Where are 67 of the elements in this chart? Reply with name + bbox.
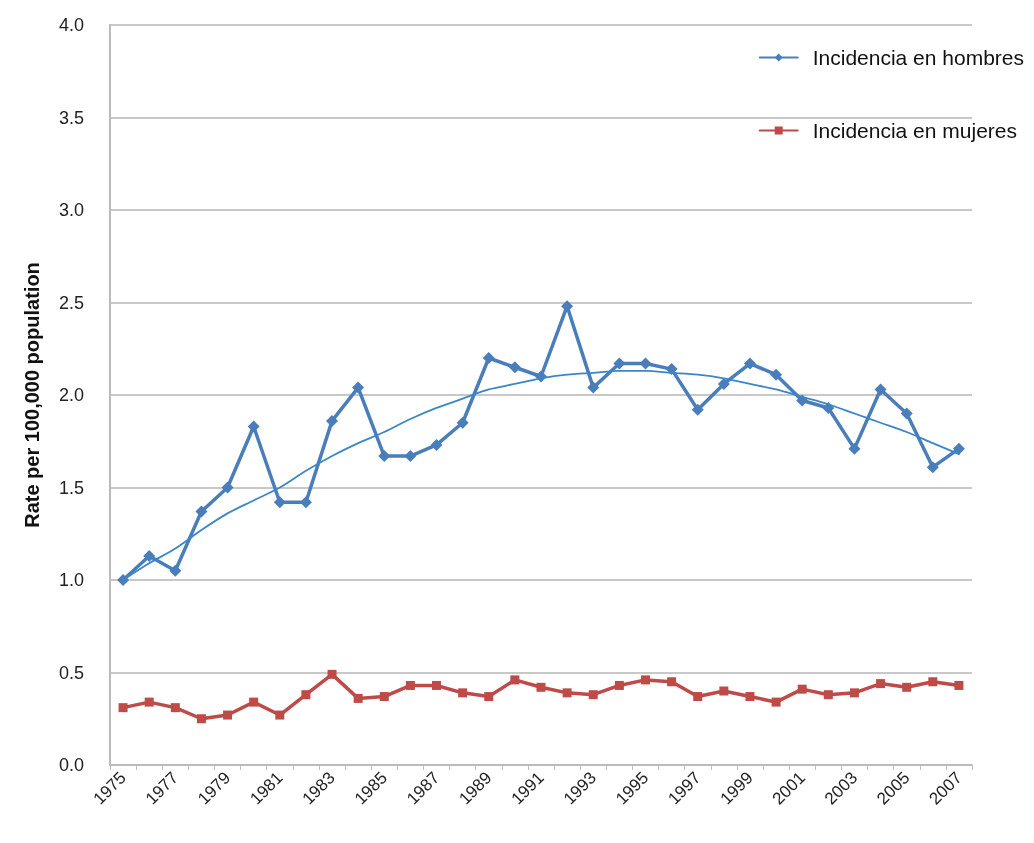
- point: [221, 481, 234, 494]
- point: [144, 697, 154, 707]
- point: [902, 682, 912, 692]
- point: [273, 496, 286, 509]
- point: [484, 692, 494, 702]
- point: [771, 697, 781, 707]
- point: [352, 381, 365, 394]
- point: [196, 714, 206, 724]
- point: [118, 703, 128, 713]
- point: [508, 361, 521, 374]
- point: [954, 680, 964, 690]
- point: [430, 438, 443, 451]
- point: [170, 703, 180, 713]
- legend-label: Incidencia en hombres: [812, 46, 1024, 69]
- point: [874, 383, 887, 396]
- point: [247, 420, 260, 433]
- point: [640, 675, 650, 685]
- point: [456, 416, 469, 429]
- point: [926, 461, 939, 474]
- point: [275, 710, 285, 720]
- point: [693, 692, 703, 702]
- y-tick-label: 1.0: [58, 570, 84, 590]
- point: [353, 693, 363, 703]
- legend-label: Incidencia en mujeres: [812, 119, 1017, 142]
- point: [432, 680, 442, 690]
- y-tick-label: 2.0: [58, 385, 84, 405]
- point: [667, 677, 677, 687]
- point: [797, 684, 807, 694]
- point: [562, 688, 572, 698]
- y-tick-label: 1.5: [58, 477, 84, 498]
- point: [510, 675, 520, 685]
- point: [169, 564, 182, 577]
- y-tick-label: 3.5: [58, 107, 84, 128]
- point: [327, 669, 337, 679]
- point: [823, 690, 833, 700]
- y-tick-label: 0.5: [58, 662, 84, 683]
- point: [404, 450, 417, 463]
- point: [848, 442, 861, 455]
- point: [195, 505, 208, 518]
- point: [249, 697, 259, 707]
- point: [849, 688, 859, 698]
- point: [458, 688, 468, 698]
- y-axis-title: Rate per 100,000 population: [21, 262, 43, 528]
- y-tick-label: 4.0: [58, 15, 84, 35]
- point: [719, 686, 729, 696]
- point: [952, 442, 965, 455]
- point: [614, 680, 624, 690]
- point: [405, 680, 415, 690]
- point: [928, 677, 938, 687]
- point: [691, 403, 704, 416]
- point: [587, 381, 600, 394]
- point: [876, 679, 886, 689]
- point: [326, 414, 339, 427]
- point: [482, 352, 495, 364]
- point: [743, 357, 756, 370]
- y-tick-label: 0.0: [58, 755, 84, 775]
- point: [900, 407, 913, 420]
- point: [143, 549, 156, 562]
- point: [301, 690, 311, 700]
- point: [588, 690, 598, 700]
- y-tick-label: 2.5: [58, 292, 84, 313]
- point: [379, 692, 389, 702]
- point: [536, 682, 546, 692]
- y-tick-label: 3.0: [58, 200, 84, 220]
- point: [745, 692, 755, 702]
- point: [770, 368, 783, 381]
- point: [223, 710, 233, 720]
